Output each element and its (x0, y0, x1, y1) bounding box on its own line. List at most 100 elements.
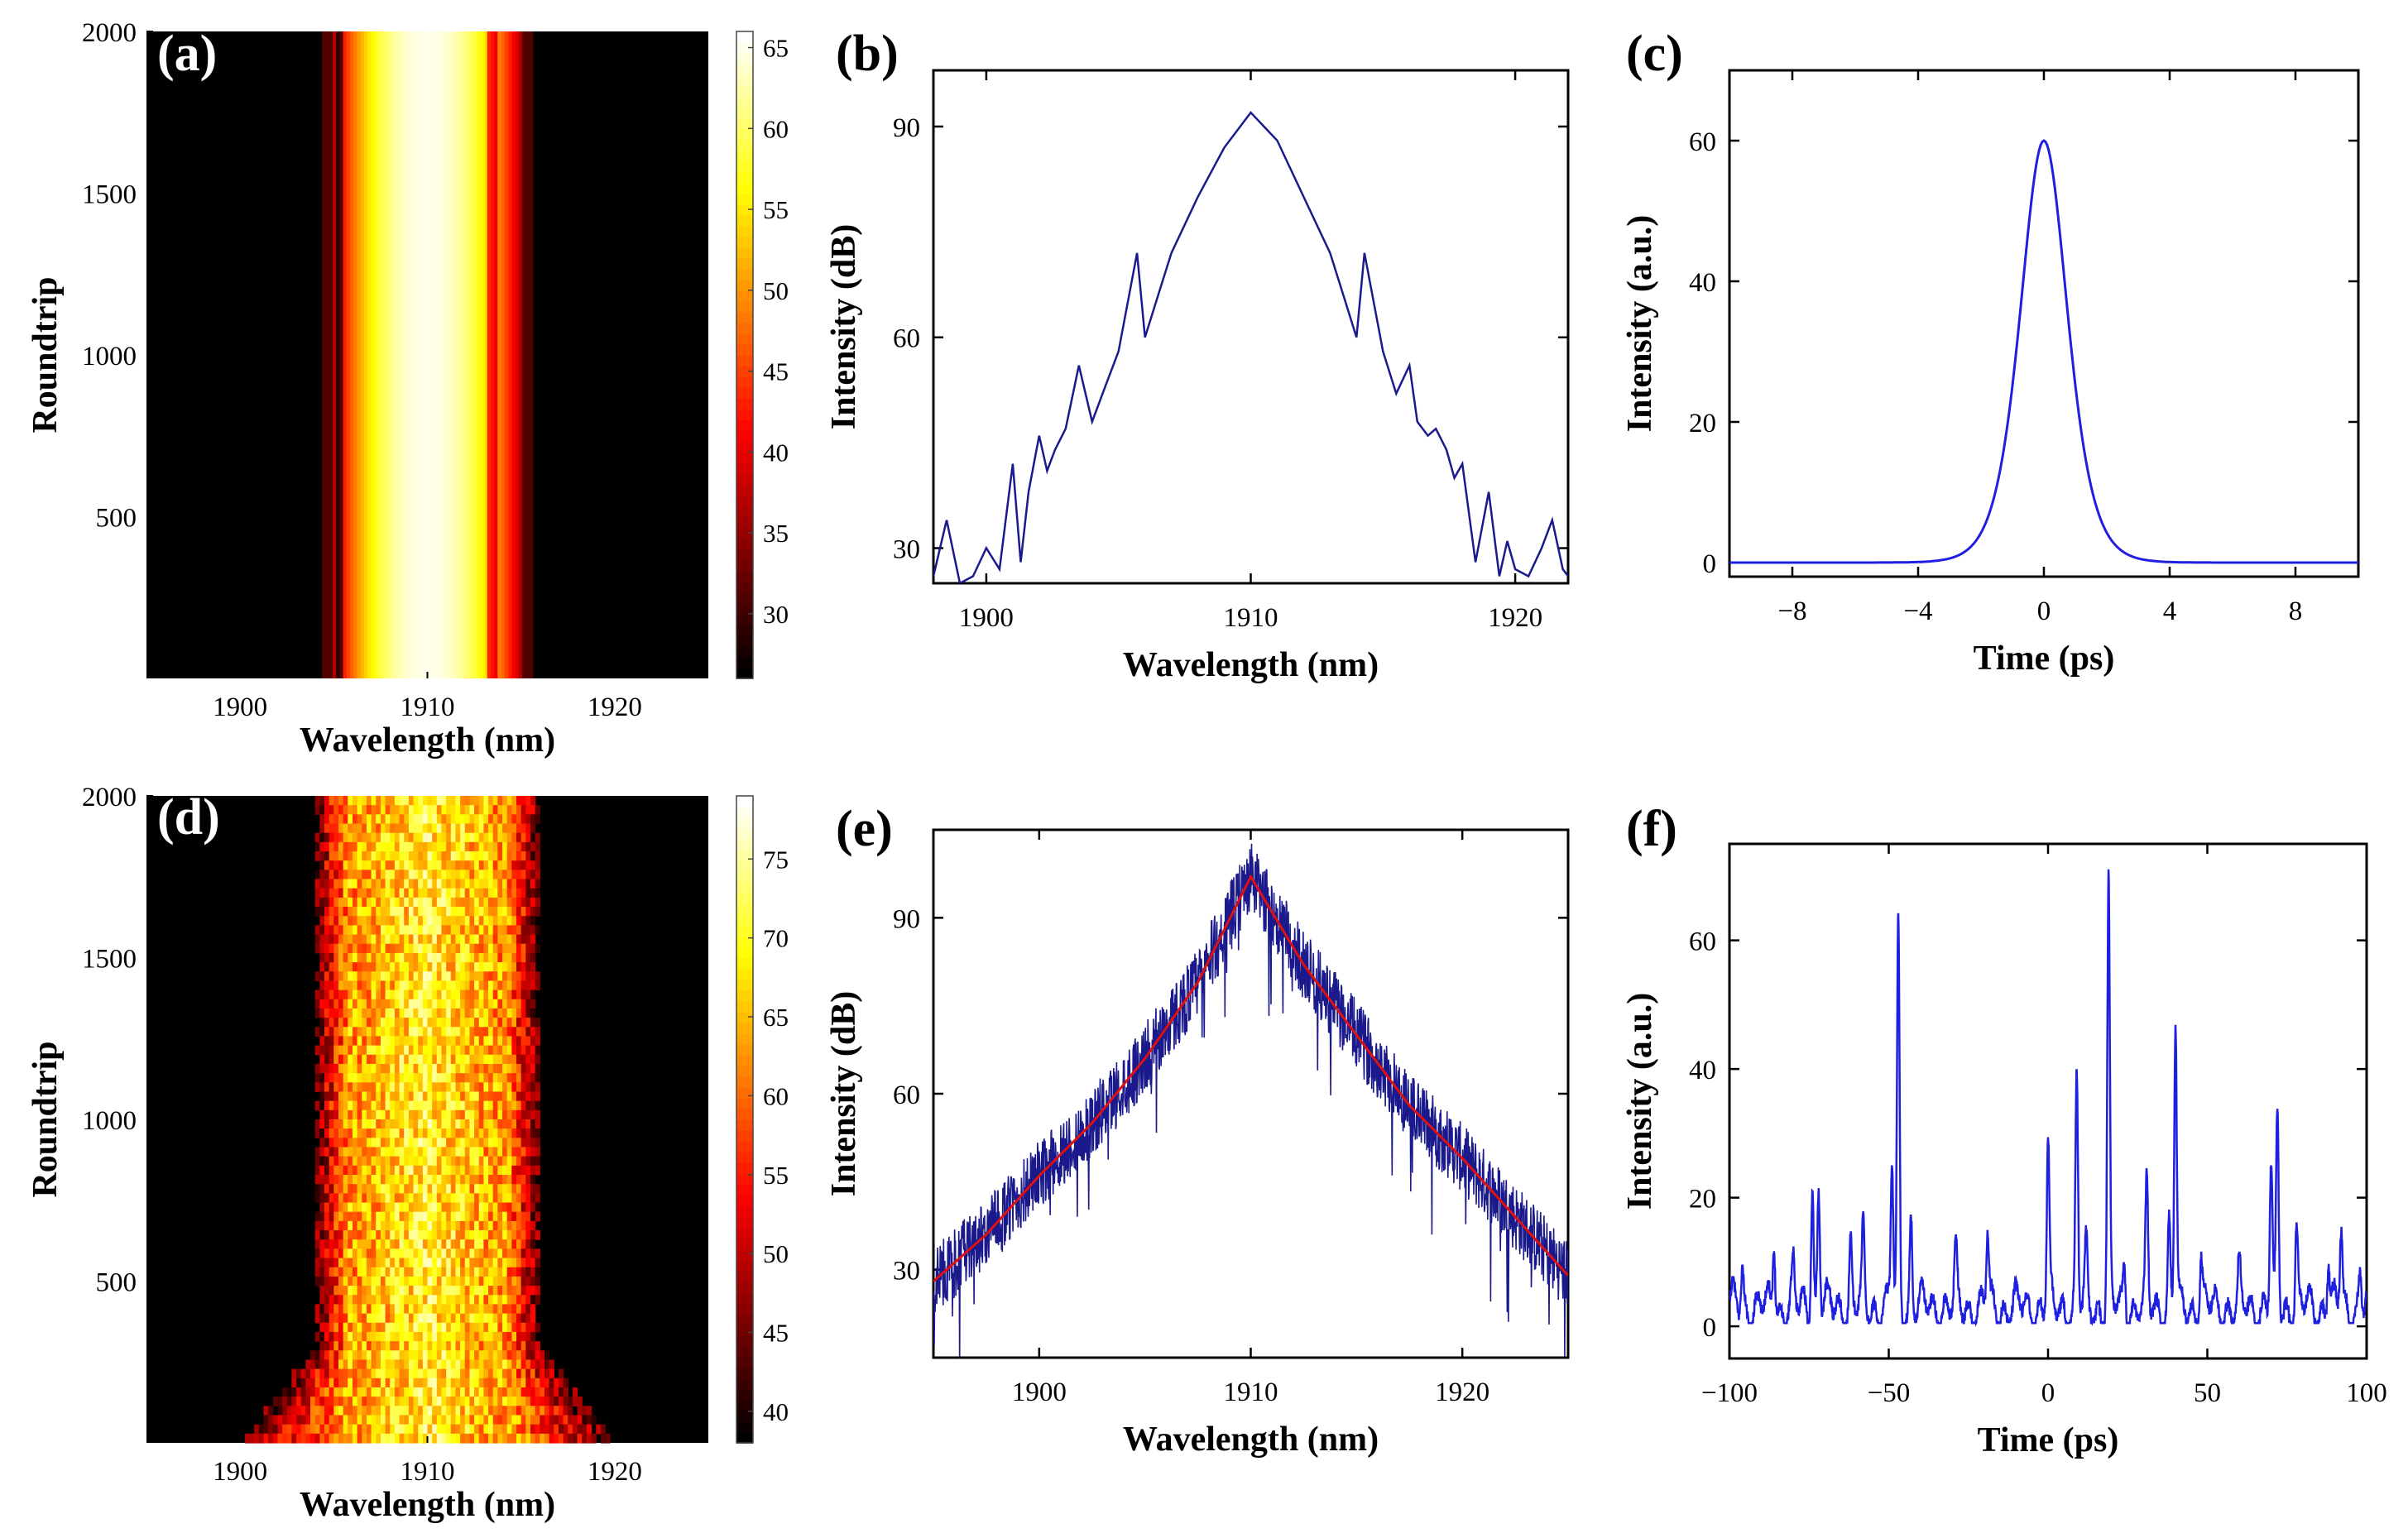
heatmap-cell (488, 1230, 494, 1240)
heatmap-cell (441, 1304, 447, 1315)
heatmap-cell (418, 1073, 424, 1083)
heatmap-cell (390, 1331, 396, 1342)
colorbar-cell (736, 398, 753, 410)
heatmap-cell (516, 870, 522, 880)
heatmap-cell (399, 1119, 405, 1129)
heatmap-cell (408, 1073, 415, 1083)
heatmap-cell (464, 925, 471, 936)
heatmap-cell (268, 1433, 274, 1444)
heatmap-cell (464, 1377, 471, 1388)
heatmap-cell (324, 1331, 330, 1342)
heatmap-cell (464, 1175, 471, 1185)
heatmap-cell (352, 1258, 358, 1268)
heatmap-cell (329, 952, 334, 963)
heatmap-cell (408, 1109, 415, 1120)
heatmap-cell (394, 1258, 401, 1268)
heatmap-cell (385, 952, 391, 963)
heatmap-cell (408, 1119, 415, 1129)
heatmap-cell (427, 1156, 433, 1167)
heatmap-cell (385, 805, 391, 815)
heatmap-cell (343, 1045, 348, 1056)
heatmap-cell (460, 1100, 466, 1111)
heatmap-cell (357, 999, 362, 1009)
heatmap-cell (427, 1239, 433, 1249)
heatmap-cell (333, 1331, 339, 1342)
heatmap-cell (436, 796, 443, 806)
heatmap-cell (535, 1230, 540, 1240)
heatmap-cell (413, 1100, 419, 1111)
heatmap-cell (333, 1008, 339, 1018)
heatmap-cell (362, 934, 367, 945)
heatmap-cell (511, 879, 517, 889)
heatmap-cell (408, 943, 415, 954)
heatmap-cell (418, 1045, 424, 1056)
heatmap-cell (455, 1018, 461, 1028)
heatmap-cell (348, 1415, 353, 1425)
heatmap-cell (535, 805, 540, 815)
heatmap-cell (441, 1377, 447, 1388)
heatmap-cell (362, 980, 367, 991)
colorbar-cell (736, 1033, 753, 1045)
heatmap-cell (460, 1406, 466, 1416)
heatmap-cell (535, 1073, 540, 1083)
heatmap-cell (329, 1109, 334, 1120)
heatmap-cell (380, 1128, 386, 1138)
heatmap-cell (371, 916, 377, 926)
heatmap-cell (469, 1397, 475, 1406)
heatmap-cell (516, 1008, 522, 1018)
heatmap-cell (441, 851, 447, 861)
heatmap-cell (511, 1220, 517, 1231)
heatmap-cell (418, 1054, 424, 1065)
heatmap-cell (329, 1156, 334, 1167)
heatmap-cell (455, 1276, 461, 1286)
heatmap-cell (399, 1175, 405, 1185)
heatmap-cell (380, 1008, 386, 1018)
heatmap-cell (488, 897, 494, 908)
colorbar-cell (736, 1000, 753, 1013)
heatmap-cell (568, 1406, 573, 1416)
heatmap-cell (474, 980, 480, 991)
heatmap-cell (427, 860, 433, 870)
heatmap-cell (582, 1433, 588, 1444)
heatmap-cell (357, 851, 362, 861)
heatmap-cell (348, 1424, 353, 1435)
heatmap-cell (525, 1331, 531, 1342)
heatmap-cell (530, 1156, 536, 1167)
heatmap-cell (530, 1433, 536, 1444)
heatmap-cell (376, 1397, 381, 1406)
heatmap-cell (338, 1433, 344, 1444)
heatmap-cell (483, 1220, 489, 1231)
heatmap-cell (520, 1239, 526, 1249)
heatmap-cell (469, 1331, 475, 1342)
heatmap-cell (516, 1267, 522, 1277)
heatmap-cell (436, 1341, 443, 1351)
heatmap-cell (362, 1027, 367, 1037)
heatmap-cell (497, 943, 503, 954)
heatmap-cell (376, 916, 381, 926)
heatmap-cell (413, 1433, 419, 1444)
heatmap-cell (464, 1109, 471, 1120)
heatmap-cell (511, 832, 517, 843)
heatmap-cell (497, 1350, 503, 1361)
heatmap-cell (432, 1322, 438, 1333)
heatmap-cell (333, 1377, 339, 1388)
heatmap-cell (324, 1100, 330, 1111)
heatmap-cell (413, 879, 419, 889)
heatmap-cell (506, 1220, 512, 1231)
heatmap-cell (464, 1239, 471, 1249)
heatmap-cell (319, 796, 325, 806)
heatmap-cell (319, 1073, 325, 1083)
colorbar-cell (736, 516, 753, 529)
heatmap-cell (511, 1387, 517, 1397)
heatmap-cell (404, 1119, 410, 1129)
heatmap-cell (441, 832, 447, 843)
heatmap-cell (525, 989, 531, 1000)
heatmap-cell (446, 805, 452, 815)
heatmap-cell (530, 952, 536, 963)
heatmap-cell (418, 1258, 424, 1268)
heatmap-cell (488, 925, 494, 936)
heatmap-cell (314, 1350, 320, 1361)
heatmap-cell (530, 943, 536, 954)
heatmap-cell (469, 1368, 475, 1379)
heatmap-cell (464, 805, 471, 815)
